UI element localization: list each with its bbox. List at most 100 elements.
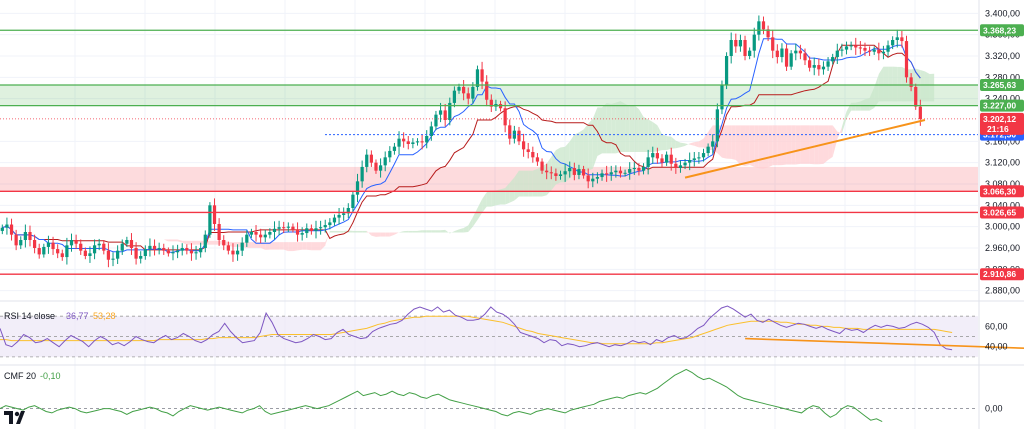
candle-body[interactable]	[660, 158, 664, 163]
candle-body[interactable]	[715, 109, 719, 142]
candle-body[interactable]	[199, 248, 203, 253]
candle-body[interactable]	[397, 138, 401, 147]
candle-body[interactable]	[867, 50, 872, 52]
candle-body[interactable]	[226, 245, 230, 251]
candle-body[interactable]	[309, 228, 314, 231]
candle-body[interactable]	[914, 86, 918, 107]
candle-body[interactable]	[116, 250, 120, 259]
candle-body[interactable]	[88, 253, 92, 256]
candle-body[interactable]	[798, 50, 803, 54]
candle-body[interactable]	[568, 168, 572, 172]
candle-body[interactable]	[766, 29, 770, 38]
candle-body[interactable]	[480, 69, 484, 82]
candle-body[interactable]	[355, 181, 360, 195]
candle-body[interactable]	[268, 232, 272, 235]
rsi-trend-line[interactable]	[745, 337, 1024, 352]
candle-body[interactable]	[623, 172, 627, 174]
candle-body[interactable]	[425, 136, 429, 143]
candle-body[interactable]	[840, 49, 844, 51]
candle-body[interactable]	[918, 106, 922, 119]
candle-body[interactable]	[711, 141, 715, 147]
candle-body[interactable]	[462, 86, 466, 94]
candle-body[interactable]	[222, 240, 226, 246]
candle-body[interactable]	[803, 53, 807, 61]
candle-body[interactable]	[74, 240, 78, 244]
candle-body[interactable]	[724, 56, 729, 86]
candle-body[interactable]	[148, 245, 152, 250]
candle-body[interactable]	[577, 169, 581, 175]
candle-body[interactable]	[392, 146, 397, 151]
candle-body[interactable]	[282, 227, 286, 229]
candlesticks[interactable]	[0, 15, 922, 268]
candle-body[interactable]	[175, 250, 180, 253]
candle-body[interactable]	[637, 168, 641, 171]
candle-body[interactable]	[51, 242, 55, 250]
candle-body[interactable]	[411, 142, 415, 144]
candle-body[interactable]	[600, 173, 604, 178]
cmf-pane[interactable]	[0, 368, 978, 423]
candle-body[interactable]	[849, 45, 853, 47]
candle-body[interactable]	[688, 160, 692, 163]
candle-body[interactable]	[328, 222, 332, 226]
candle-body[interactable]	[784, 48, 789, 67]
candle-body[interactable]	[60, 253, 64, 258]
candle-body[interactable]	[752, 34, 756, 51]
candle-body[interactable]	[826, 61, 830, 67]
candle-body[interactable]	[19, 240, 23, 246]
candle-body[interactable]	[92, 245, 97, 254]
candle-body[interactable]	[628, 169, 632, 173]
candle-body[interactable]	[526, 149, 530, 152]
candle-body[interactable]	[558, 174, 563, 176]
candle-body[interactable]	[56, 249, 60, 254]
candle-body[interactable]	[678, 165, 683, 168]
candle-body[interactable]	[508, 125, 512, 139]
candle-body[interactable]	[388, 150, 392, 158]
candle-body[interactable]	[180, 248, 184, 251]
candle-body[interactable]	[129, 240, 134, 248]
candle-body[interactable]	[231, 250, 235, 255]
candle-body[interactable]	[586, 175, 590, 182]
price-trend-line[interactable]	[684, 119, 926, 179]
candle-body[interactable]	[9, 224, 14, 235]
candle-body[interactable]	[609, 172, 613, 175]
candle-body[interactable]	[314, 228, 318, 231]
candle-body[interactable]	[895, 37, 899, 40]
candle-body[interactable]	[277, 227, 281, 229]
candle-body[interactable]	[378, 165, 383, 171]
candle-body[interactable]	[235, 250, 240, 255]
candle-body[interactable]	[817, 65, 821, 70]
candle-body[interactable]	[831, 57, 835, 62]
candle-body[interactable]	[614, 170, 618, 173]
candle-body[interactable]	[346, 208, 350, 214]
candle-body[interactable]	[605, 173, 609, 175]
candle-body[interactable]	[342, 213, 346, 215]
candle-body[interactable]	[323, 225, 327, 228]
candle-body[interactable]	[319, 227, 323, 229]
candle-body[interactable]	[166, 250, 170, 254]
candle-body[interactable]	[185, 248, 189, 251]
candle-body[interactable]	[406, 141, 410, 144]
candle-body[interactable]	[212, 205, 217, 224]
candle-body[interactable]	[125, 240, 129, 244]
candle-body[interactable]	[263, 234, 267, 238]
candle-body[interactable]	[844, 46, 849, 50]
candle-body[interactable]	[23, 232, 27, 240]
candle-body[interactable]	[249, 232, 254, 235]
candle-body[interactable]	[46, 242, 51, 247]
candle-body[interactable]	[351, 194, 355, 208]
candle-body[interactable]	[646, 157, 650, 167]
candle-body[interactable]	[139, 256, 143, 259]
candle-body[interactable]	[757, 21, 761, 35]
candle-body[interactable]	[692, 158, 696, 160]
candle-body[interactable]	[780, 48, 784, 58]
candle-body[interactable]	[171, 252, 175, 254]
candle-body[interactable]	[771, 37, 775, 51]
candle-body[interactable]	[489, 99, 493, 107]
candle-body[interactable]	[549, 172, 553, 174]
candle-body[interactable]	[194, 252, 198, 254]
candle-body[interactable]	[434, 114, 438, 127]
candle-body[interactable]	[14, 234, 18, 246]
candle-body[interactable]	[32, 240, 37, 248]
candle-body[interactable]	[286, 226, 290, 228]
